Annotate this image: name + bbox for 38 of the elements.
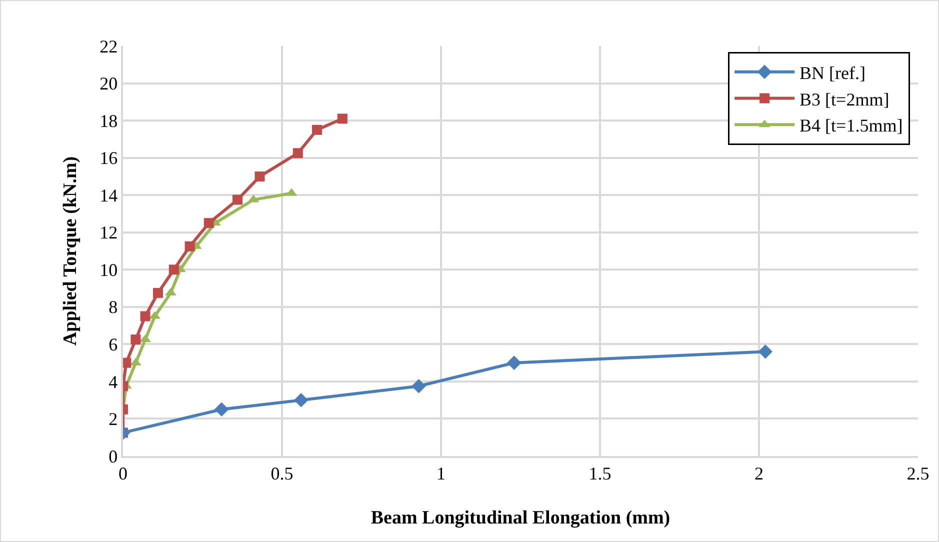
legend-label: B3 [t=2mm] bbox=[800, 89, 890, 110]
point bbox=[254, 171, 265, 182]
point bbox=[294, 392, 308, 408]
y-tick-label: 10 bbox=[100, 260, 118, 280]
y-tick-label: 6 bbox=[108, 334, 118, 354]
y-tick-label: 12 bbox=[100, 222, 118, 243]
y-axis-title: Applied Torque (kN.m) bbox=[60, 156, 81, 346]
point bbox=[758, 344, 773, 359]
y-tick-label: 16 bbox=[100, 148, 118, 168]
point bbox=[412, 378, 426, 394]
point bbox=[130, 334, 141, 345]
y-tick-label: 2 bbox=[108, 409, 118, 430]
x-tick-label: 2 bbox=[754, 463, 764, 484]
legend-label: BN [ref.] bbox=[800, 62, 866, 83]
point bbox=[168, 264, 179, 275]
point bbox=[337, 114, 348, 124]
point bbox=[204, 218, 214, 228]
x-axis-title: Beam Longitudinal Elongation (mm) bbox=[370, 508, 670, 529]
point bbox=[184, 241, 195, 252]
legend-label: B4 [t=1.5mm] bbox=[800, 116, 903, 136]
y-tick-label: 8 bbox=[108, 297, 118, 318]
point bbox=[292, 148, 303, 158]
point bbox=[140, 311, 150, 322]
y-tick-label: 0 bbox=[108, 446, 118, 466]
y-tick-label: 20 bbox=[100, 74, 118, 94]
y-tick-label: 14 bbox=[100, 185, 118, 206]
x-tick-label: 1.5 bbox=[588, 463, 612, 484]
point bbox=[506, 356, 522, 370]
x-tick-label: 2.5 bbox=[906, 463, 930, 484]
y-tick-label: 22 bbox=[100, 36, 118, 56]
y-tick-label: 18 bbox=[100, 110, 118, 131]
x-tick-label: 0.5 bbox=[270, 463, 294, 484]
y-tick-label: 4 bbox=[108, 372, 118, 392]
point bbox=[232, 194, 242, 205]
point bbox=[312, 124, 322, 135]
point bbox=[214, 402, 229, 417]
point bbox=[152, 288, 163, 298]
x-tick-label: 1 bbox=[436, 463, 446, 484]
